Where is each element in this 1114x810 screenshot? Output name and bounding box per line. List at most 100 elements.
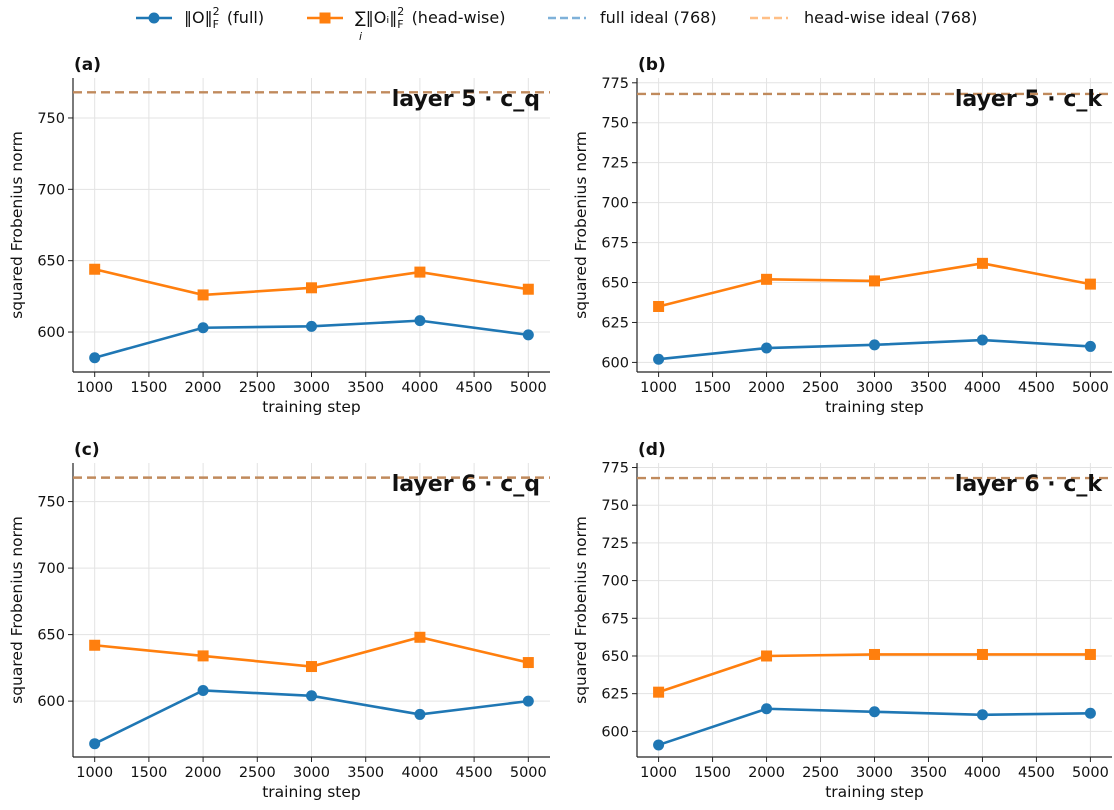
y-tick-label: 600 <box>37 694 65 710</box>
x-axis-label: training step <box>262 783 361 801</box>
data-point-head <box>89 263 101 275</box>
x-tick-label: 3000 <box>856 380 893 396</box>
legend-label-head-index: i <box>359 30 362 43</box>
data-point-head <box>197 289 209 301</box>
data-point-head <box>976 257 988 269</box>
y-tick-label: 750 <box>601 116 629 132</box>
y-tick-label: 625 <box>601 687 629 703</box>
y-tick-label: 675 <box>601 236 629 252</box>
x-tick-label: 5000 <box>510 765 547 781</box>
data-point-head <box>976 648 988 660</box>
x-axis-label: training step <box>825 783 924 801</box>
y-tick-label: 700 <box>37 561 65 577</box>
data-point-full <box>522 695 534 707</box>
legend-item-head-ideal: head-wise ideal (768) <box>750 8 977 27</box>
x-tick-label: 5000 <box>1072 380 1109 396</box>
x-axis-label: training step <box>825 398 924 416</box>
y-tick-label: 775 <box>601 461 629 477</box>
y-axis-label: squared Frobenius norm <box>8 131 26 319</box>
x-tick-label: 4500 <box>456 765 493 781</box>
panel-label: (b) <box>638 55 666 75</box>
gridlines <box>637 78 1112 372</box>
x-tick-label: 1000 <box>640 380 677 396</box>
x-tick-label: 3000 <box>293 380 330 396</box>
data-point-head <box>869 648 880 660</box>
panel-title: layer 6 · c_k <box>955 472 1104 497</box>
data-point-head <box>653 300 665 312</box>
x-tick-label: 4500 <box>1018 380 1055 396</box>
x-tick-label: 2000 <box>748 380 785 396</box>
data-point-full <box>761 703 773 715</box>
x-tick-label: 3500 <box>347 765 384 781</box>
x-tick-label: 3000 <box>856 765 893 781</box>
y-tick-label: 775 <box>601 76 629 92</box>
data-point-full <box>1084 340 1096 352</box>
x-tick-label: 2000 <box>748 765 785 781</box>
x-tick-label: 1500 <box>694 765 731 781</box>
y-tick-label: 725 <box>601 156 629 172</box>
y-axis-label: squared Frobenius norm <box>8 516 26 704</box>
y-tick-label: 750 <box>601 498 629 514</box>
y-tick-label: 650 <box>601 649 629 665</box>
data-point-full <box>761 342 773 354</box>
data-point-head <box>522 657 534 669</box>
data-point-full <box>414 708 426 720</box>
chart-panel-4: 1000 1500 2000 2500 3000 3500 4000 4500 5000 600 6… <box>572 440 1112 801</box>
data-point-full <box>197 322 209 334</box>
data-point-head <box>306 282 317 294</box>
panel-label: (c) <box>74 440 100 460</box>
y-tick-label: 750 <box>37 111 65 127</box>
x-tick-label: 1000 <box>76 765 113 781</box>
panel-title: layer 5 · c_q <box>392 87 540 112</box>
y-tick-label: 700 <box>37 182 65 198</box>
x-tick-label: 1000 <box>76 380 113 396</box>
data-point-full <box>869 339 880 351</box>
y-tick-label: 600 <box>37 325 65 341</box>
y-axis-label: squared Frobenius norm <box>572 516 590 704</box>
data-point-head <box>197 650 209 662</box>
y-tick-label: 625 <box>601 315 629 331</box>
y-tick-label: 750 <box>37 495 65 511</box>
y-tick-label: 600 <box>601 724 629 740</box>
legend-label-full-ideal: full ideal (768) <box>600 8 717 27</box>
y-tick-label: 700 <box>601 574 629 590</box>
y-tick-label: 650 <box>37 254 65 270</box>
legend-item-full: ‖O‖2 F (full) <box>136 5 264 31</box>
data-point-head <box>761 273 773 285</box>
gridlines <box>73 78 550 372</box>
data-point-head <box>869 275 880 287</box>
x-tick-label: 4500 <box>1018 765 1055 781</box>
data-point-full <box>414 315 426 327</box>
x-tick-label: 3500 <box>910 380 947 396</box>
x-tick-label: 1500 <box>694 380 731 396</box>
x-tick-label: 2500 <box>239 765 276 781</box>
data-point-full <box>976 334 988 346</box>
legend-marker-full <box>148 12 160 24</box>
legend-marker-head <box>319 12 331 24</box>
data-point-head <box>414 631 426 643</box>
data-point-full <box>869 706 880 718</box>
x-tick-label: 5000 <box>1072 765 1109 781</box>
panel-label: (d) <box>638 440 666 460</box>
data-point-head <box>1084 648 1096 660</box>
x-tick-label: 3500 <box>910 765 947 781</box>
y-tick-label: 725 <box>601 536 629 552</box>
data-point-full <box>306 690 317 702</box>
y-tick-label: 650 <box>37 628 65 644</box>
data-point-full <box>653 353 665 365</box>
data-point-full <box>306 320 317 332</box>
legend-label-head: ∑‖Oᵢ‖2 F (head-wise) <box>355 5 505 31</box>
gridlines <box>73 463 550 757</box>
data-point-head <box>1084 278 1096 290</box>
x-tick-label: 2000 <box>185 380 222 396</box>
chart-panel-3: 1000 1500 2000 2500 3000 3500 4000 4500 5000 600 6… <box>8 440 550 801</box>
x-tick-label: 3500 <box>347 380 384 396</box>
x-tick-label: 2500 <box>802 765 839 781</box>
x-tick-label: 4000 <box>401 765 438 781</box>
x-axis-label: training step <box>262 398 361 416</box>
legend-item-head: ∑‖Oᵢ‖2 F (head-wise) i <box>307 5 505 43</box>
data-point-head <box>653 686 665 698</box>
legend-label-head-ideal: head-wise ideal (768) <box>804 8 977 27</box>
data-point-full <box>976 709 988 721</box>
